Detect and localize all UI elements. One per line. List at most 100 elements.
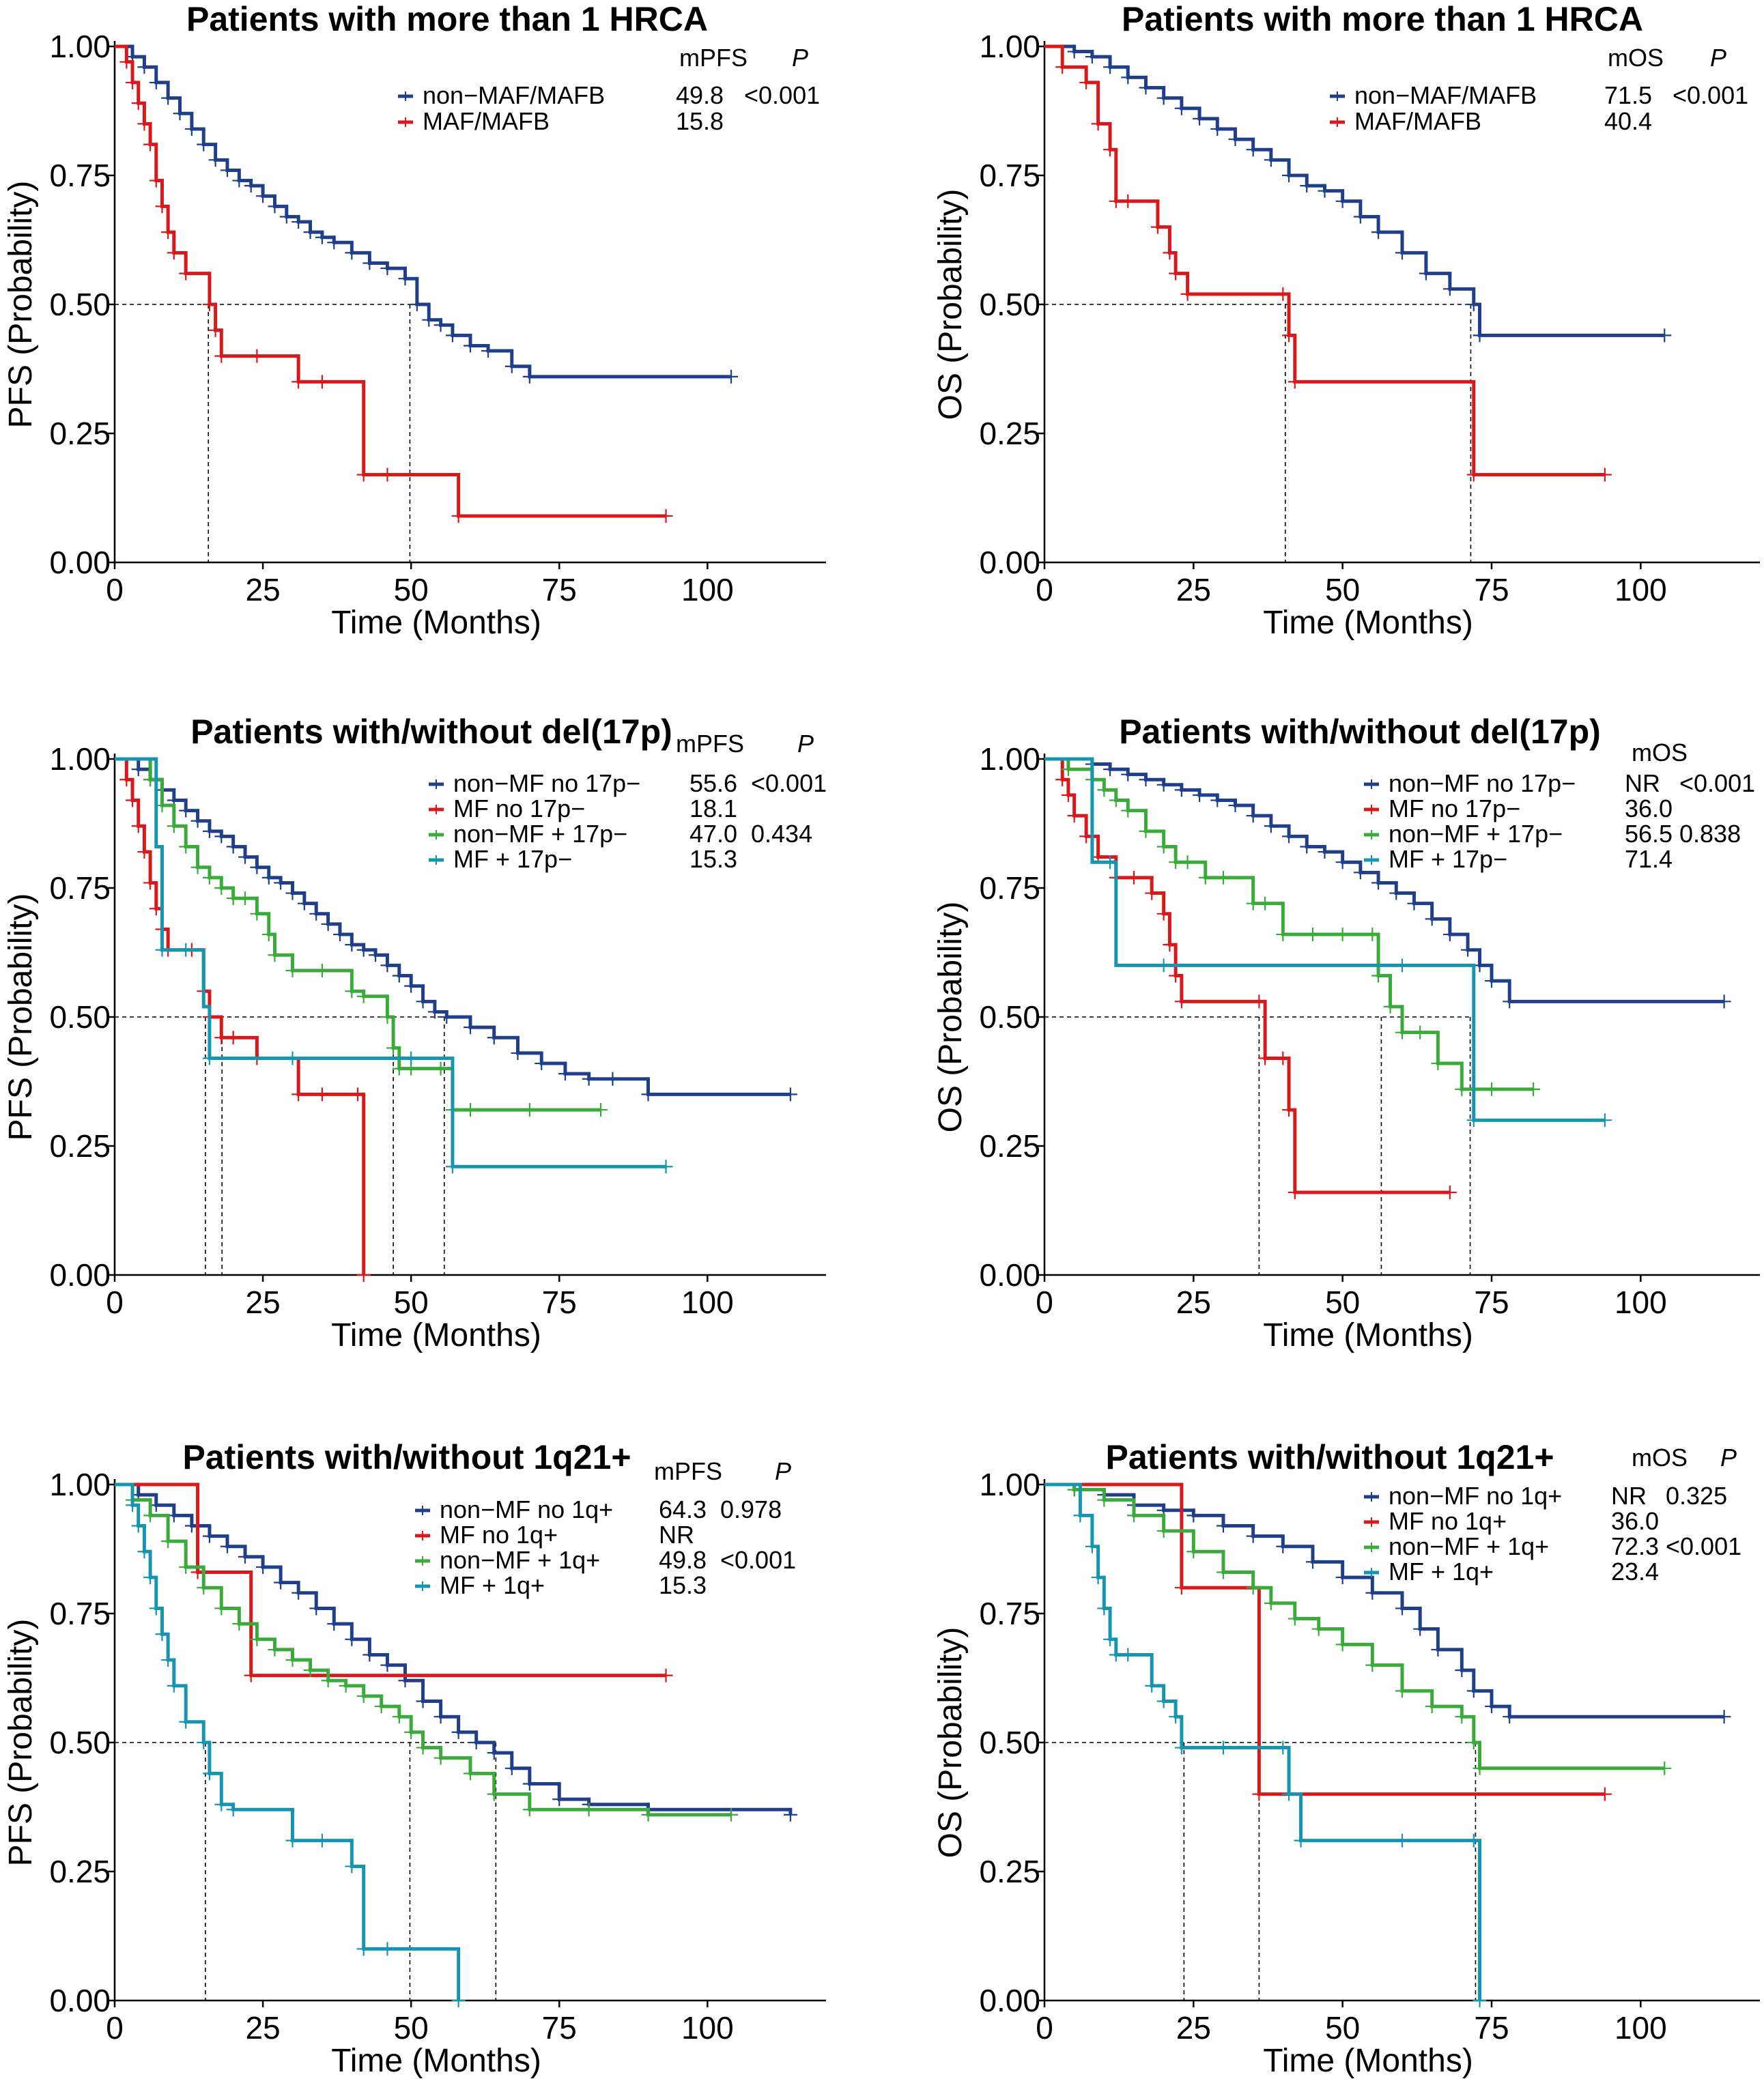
- y-tick-label: 0.00: [49, 1257, 111, 1293]
- legend-series-name: non−MAF/MAFB: [423, 81, 605, 109]
- legend-series-name: MF + 1q+: [440, 1571, 545, 1599]
- legend-series-name: MAF/MAFB: [1354, 107, 1481, 135]
- x-tick-label: 75: [542, 572, 577, 607]
- x-tick-label: 50: [394, 2010, 429, 2046]
- y-tick-label: 1.00: [979, 741, 1040, 777]
- y-tick-label: 0.00: [979, 1257, 1040, 1293]
- y-tick-label: 0.75: [49, 158, 111, 193]
- km-curve-3: [1044, 1482, 1665, 1770]
- y-axis-title: OS (Probability): [933, 1627, 969, 1859]
- legend-median-value: 40.4: [1604, 107, 1652, 135]
- legend-p-header: P: [1710, 44, 1726, 72]
- x-tick-label: 25: [1176, 2010, 1211, 2046]
- legend-median-value: 36.0: [1611, 1507, 1659, 1535]
- y-tick-label: 0.75: [979, 1596, 1040, 1631]
- km-panel-2: Patients with more than 1 HRCA 0.00 0.25 0.…: [933, 0, 1760, 641]
- legend-median-value: NR: [1625, 769, 1660, 797]
- km-panel-3: Patients with/without del(17p) 0.00 0.25 0.…: [3, 713, 827, 1353]
- legend-median-value: 15.8: [676, 107, 724, 135]
- x-tick-label: 50: [394, 1285, 429, 1320]
- legend-p-header: P: [792, 44, 808, 72]
- x-tick-label: 25: [245, 2010, 280, 2046]
- legend-p-value: <0.001: [1666, 1532, 1741, 1560]
- y-tick-label: 0.50: [979, 1725, 1040, 1760]
- legend-p-value: 0.838: [1679, 820, 1741, 848]
- x-tick-label: 100: [1614, 2010, 1667, 2046]
- km-panel-6: Patients with/without 1q21+ 0.00 0.25 0.50 0…: [933, 1438, 1760, 2079]
- legend-p-value: 0.325: [1666, 1482, 1727, 1510]
- y-tick-label: 0.00: [49, 1983, 111, 2018]
- x-tick-label: 50: [1325, 2010, 1360, 2046]
- y-tick-label: 0.50: [979, 287, 1040, 322]
- legend-series-name: MF + 17p−: [453, 845, 572, 873]
- x-tick-label: 25: [245, 572, 280, 607]
- y-tick-label: 0.25: [979, 1128, 1040, 1164]
- y-tick-label: 0.25: [49, 416, 111, 451]
- legend-series-name: non−MF no 1q+: [1389, 1482, 1562, 1510]
- legend-series-name: MF + 17p−: [1389, 845, 1507, 873]
- x-tick-label: 0: [1036, 572, 1053, 607]
- y-tick-label: 0.50: [49, 999, 111, 1035]
- legend-median-value: 55.6: [689, 769, 737, 797]
- y-tick-label: 0.75: [979, 870, 1040, 906]
- legend-p-value: 0.434: [751, 820, 812, 848]
- y-tick-label: 1.00: [49, 1467, 111, 1502]
- x-tick-label: 75: [1474, 2010, 1509, 2046]
- y-tick-label: 0.50: [49, 287, 111, 322]
- y-tick-label: 0.25: [979, 416, 1040, 451]
- legend-series-name: MF no 17p−: [1389, 794, 1520, 822]
- legend-series-name: non−MF + 17p−: [1389, 820, 1563, 848]
- legend-median-value: 49.8: [676, 81, 724, 109]
- y-tick-label: 1.00: [979, 29, 1040, 64]
- legend-median-value: 47.0: [689, 820, 737, 848]
- legend-p-header: P: [797, 730, 814, 758]
- legend-median-value: 71.4: [1625, 845, 1673, 873]
- y-axis-title: PFS (Probability): [3, 181, 39, 429]
- x-tick-label: 0: [106, 1285, 124, 1320]
- km-curve-2: [115, 44, 666, 518]
- chart-title: Patients with/without 1q21+: [1105, 1438, 1554, 1476]
- legend-p-value: 0.978: [720, 1495, 782, 1523]
- legend-p-header: P: [775, 1457, 791, 1485]
- x-tick-label: 0: [106, 2010, 124, 2046]
- x-tick-label: 50: [1325, 1285, 1360, 1320]
- y-tick-label: 0.25: [49, 1128, 111, 1164]
- y-tick-label: 0.00: [979, 545, 1040, 580]
- y-axis-title: OS (Probability): [933, 189, 969, 420]
- km-curve-2: [1044, 44, 1605, 476]
- legend-p-value: <0.001: [751, 769, 827, 797]
- x-axis-title: Time (Months): [331, 605, 541, 641]
- legend-median-value: NR: [659, 1521, 694, 1549]
- x-axis-title: Time (Months): [1263, 1317, 1473, 1353]
- chart-title: Patients with/without del(17p): [190, 713, 672, 751]
- y-tick-label: 0.00: [979, 1983, 1040, 2018]
- legend-series-name: non−MAF/MAFB: [1354, 81, 1537, 109]
- legend-median-header: mPFS: [654, 1457, 722, 1485]
- y-axis-title: PFS (Probability): [3, 1619, 39, 1867]
- x-axis-title: Time (Months): [1263, 2043, 1473, 2079]
- y-tick-label: 0.75: [979, 158, 1040, 193]
- legend-series-name: MF no 17p−: [453, 794, 585, 822]
- legend-median-value: 56.5: [1625, 820, 1673, 848]
- y-tick-label: 1.00: [979, 1467, 1040, 1502]
- x-tick-label: 75: [542, 2010, 577, 2046]
- x-tick-label: 25: [1176, 1285, 1211, 1320]
- x-tick-label: 50: [1325, 572, 1360, 607]
- x-tick-label: 100: [1614, 572, 1667, 607]
- legend-series-name: non−MF no 1q+: [440, 1495, 613, 1523]
- x-axis-title: Time (Months): [331, 1317, 541, 1353]
- x-tick-label: 25: [245, 1285, 280, 1320]
- x-tick-label: 75: [1474, 1285, 1509, 1320]
- x-tick-label: 75: [1474, 572, 1509, 607]
- km-curve-2: [1044, 1482, 1605, 1796]
- legend-median-header: mOS: [1608, 44, 1664, 72]
- x-tick-label: 100: [681, 572, 734, 607]
- legend-median-value: 64.3: [659, 1495, 707, 1523]
- y-tick-label: 0.25: [979, 1854, 1040, 1889]
- legend-series-name: MF no 1q+: [440, 1521, 558, 1549]
- legend-series-name: non−MF no 17p−: [453, 769, 640, 797]
- legend-median-header: mPFS: [676, 730, 744, 758]
- x-tick-label: 75: [542, 1285, 577, 1320]
- legend-series-name: non−MF no 17p−: [1389, 769, 1576, 797]
